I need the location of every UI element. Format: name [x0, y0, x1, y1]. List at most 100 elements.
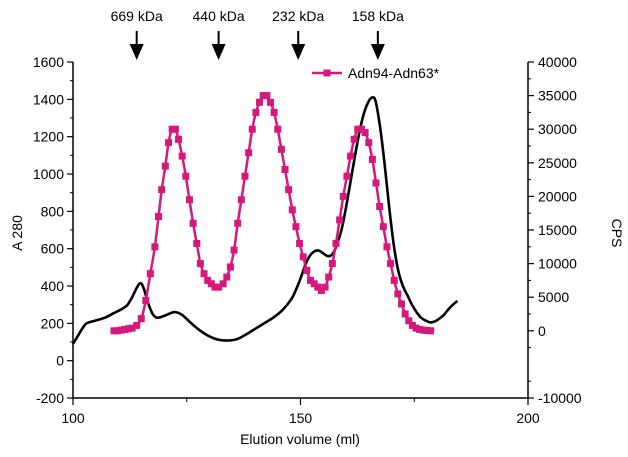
cps-data-point: [336, 216, 344, 224]
cps-data-point: [412, 324, 420, 332]
cps-data-point: [372, 179, 380, 187]
y-tick-label-left: 0: [56, 353, 64, 369]
cps-data-point: [325, 273, 333, 281]
y-tick-label-left: 1000: [33, 166, 64, 182]
cps-data-point: [321, 283, 329, 291]
marker-label: 669 kDa: [111, 8, 163, 24]
cps-data-point: [146, 270, 154, 278]
cps-data-point: [263, 92, 271, 100]
cps-data-point: [419, 326, 427, 334]
y-tick-label-left: 200: [41, 315, 65, 331]
cps-data-point: [379, 223, 387, 231]
y-axis-label-right: CPS: [609, 219, 625, 248]
marker-label: 158 kDa: [352, 8, 404, 24]
cps-data-point: [390, 276, 398, 284]
chart-series: [71, 92, 459, 345]
marker-label: 440 kDa: [193, 8, 245, 24]
cps-data-point: [288, 206, 296, 214]
cps-data-point: [110, 327, 118, 335]
cps-data-point: [387, 260, 395, 268]
cps-data-point: [376, 202, 384, 210]
cps-data-point: [252, 108, 260, 116]
down-arrow-icon: [129, 44, 144, 60]
cps-data-point: [248, 125, 256, 133]
cps-data-point: [128, 324, 136, 332]
down-arrow-icon: [370, 44, 385, 60]
cps-data-point: [299, 253, 307, 261]
x-tick-label: 200: [516, 410, 540, 426]
cps-data-point: [161, 162, 169, 170]
cps-data-point: [158, 186, 166, 194]
down-arrow-icon: [291, 44, 306, 60]
cps-data-point: [365, 139, 373, 147]
cps-data-point: [237, 196, 245, 204]
cps-data-point: [178, 152, 186, 160]
cps-data-point: [357, 125, 365, 133]
y-tick-label-left: 600: [41, 241, 65, 257]
cps-data-point: [401, 310, 409, 318]
cps-data-point: [394, 290, 402, 298]
cps-data-point: [256, 98, 264, 106]
cps-series-line: [113, 93, 431, 333]
cps-data-point: [405, 317, 413, 325]
cps-data-point: [281, 166, 289, 174]
cps-data-point: [137, 315, 145, 323]
cps-data-point: [427, 327, 435, 335]
y-tick-label-left: 1600: [33, 54, 64, 70]
cps-data-point: [117, 326, 125, 334]
cps-data-point: [219, 280, 227, 288]
cps-data-point: [383, 243, 391, 251]
y-tick-label-left: 800: [41, 203, 65, 219]
cps-data-point: [307, 276, 315, 284]
cps-data-point: [274, 125, 282, 133]
y-tick-label-right: 0: [538, 323, 546, 339]
cps-data-point: [270, 108, 278, 116]
legend-label: Adn94-Adn63*: [348, 65, 440, 81]
molecular-weight-markers: 669 kDa 440 kDa 232 kDa 158 kDa: [111, 8, 404, 60]
y-tick-label-left: 1400: [33, 91, 64, 107]
cps-data-point: [207, 280, 215, 288]
cps-data-point: [296, 239, 304, 247]
y-tick-label-right: 40000: [538, 54, 577, 70]
cps-data-point: [310, 280, 318, 288]
cps-data-point: [182, 172, 190, 180]
cps-data-point: [408, 321, 416, 329]
y-tick-label-right: 5000: [538, 289, 569, 305]
cps-data-point: [165, 139, 173, 147]
cps-data-point: [175, 135, 183, 143]
cps-data-point: [303, 266, 311, 274]
legend: Adn94-Adn63*: [312, 65, 440, 81]
cps-data-point: [196, 260, 204, 268]
cps-data-point: [155, 213, 163, 221]
cps-data-point: [332, 239, 340, 247]
cps-data-point: [223, 273, 231, 281]
cps-data-point: [234, 219, 242, 227]
chart-axes: -200 0 200 400 600 800 1000 1200 1400 1600 -10000 0…: [33, 54, 582, 426]
cps-data-point: [277, 145, 285, 153]
y-tick-label-right: 20000: [538, 188, 577, 204]
cps-data-point: [171, 125, 179, 133]
cps-data-point: [114, 327, 122, 335]
cps-data-point: [350, 135, 358, 143]
cps-data-point: [317, 286, 325, 294]
x-axis-label: Elution volume (ml): [240, 431, 360, 447]
x-tick-label: 100: [61, 410, 85, 426]
cps-data-point: [189, 219, 197, 227]
cps-data-point: [292, 223, 300, 231]
x-tick-label: 150: [289, 410, 313, 426]
cps-data-point: [230, 246, 238, 254]
cps-data-point: [121, 325, 129, 333]
cps-data-point: [423, 326, 431, 334]
cps-data-point: [193, 239, 201, 247]
y-tick-label-right: 30000: [538, 121, 577, 137]
cps-data-point: [142, 297, 150, 305]
cps-data-point: [361, 129, 369, 137]
y-tick-label-left: -200: [36, 390, 64, 406]
cps-data-point: [368, 155, 376, 163]
y-tick-label-right: -10000: [538, 390, 582, 406]
cps-data-point: [285, 186, 293, 194]
legend-marker: [323, 69, 331, 77]
cps-data-point: [314, 283, 322, 291]
cps-data-point: [133, 321, 141, 329]
